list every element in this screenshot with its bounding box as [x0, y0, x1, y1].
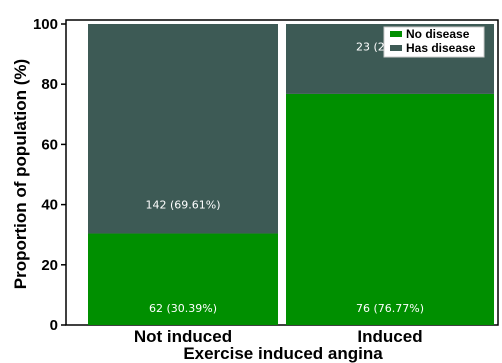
y-tick-label-100: 100 [33, 16, 58, 33]
bar-no-disease-1 [286, 93, 494, 325]
y-tick-label-80: 80 [41, 76, 58, 93]
legend-label-0: No disease [406, 27, 470, 41]
bar-label-has-disease-0: 142 (69.61%) [145, 198, 220, 211]
plot-area-border [65, 19, 499, 326]
y-tick-label-20: 20 [41, 257, 58, 274]
x-axis-title: Exercise induced angina [183, 344, 383, 363]
legend-label-1: Has disease [406, 41, 476, 55]
y-axis-title: Proportion of population (%) [11, 59, 30, 289]
bar-label-no-disease-1: 76 (76.77%) [356, 302, 424, 315]
y-tick-label-0: 0 [50, 317, 58, 334]
plot-frame [65, 19, 499, 326]
y-tick-label-40: 40 [41, 197, 58, 214]
x-tick-label-1: Induced [357, 327, 422, 346]
bar-no-disease-0 [88, 233, 278, 325]
y-axis: 0 20 40 60 80 100 [33, 16, 66, 334]
x-axis: Not induced Induced [134, 327, 423, 346]
bar-label-no-disease-0: 62 (30.39%) [149, 302, 217, 315]
legend-swatch-0 [390, 31, 402, 37]
bars-group [88, 24, 494, 325]
bar-has-disease-0 [88, 24, 278, 234]
x-tick-label-0: Not induced [134, 327, 232, 346]
y-tick-label-60: 60 [41, 136, 58, 153]
legend-swatch-1 [390, 45, 402, 51]
